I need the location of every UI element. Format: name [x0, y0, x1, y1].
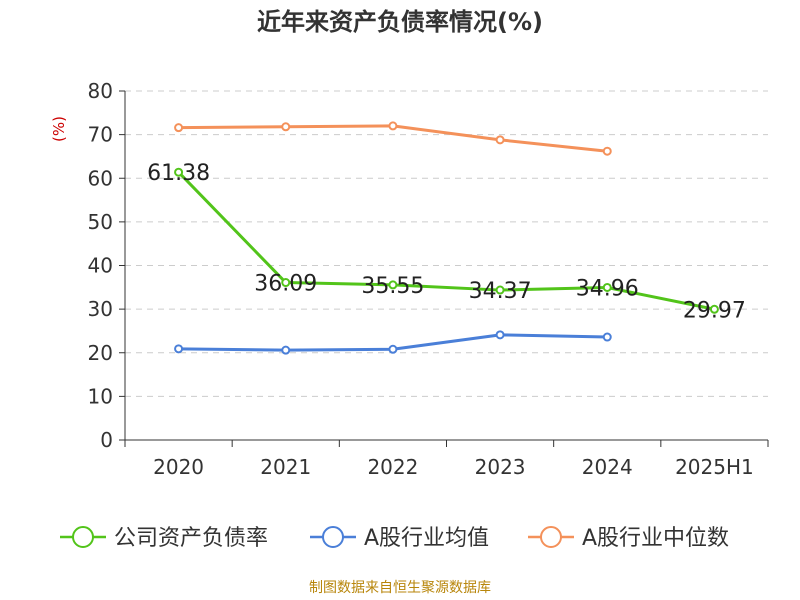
y-tick-label: 0 — [100, 428, 113, 452]
y-axis-unit: (%) — [50, 116, 68, 142]
series-point-2 — [388, 121, 398, 131]
legend-label: A股行业中位数 — [582, 526, 729, 551]
series-point-1 — [281, 345, 291, 355]
data-label: 34.96 — [576, 276, 639, 301]
legend-swatch-marker — [72, 526, 94, 548]
data-label: 34.37 — [469, 279, 532, 304]
series-point-2 — [495, 135, 505, 145]
data-label: 35.55 — [361, 274, 424, 299]
series-point-2 — [602, 146, 612, 156]
legend: 公司资产负债率 A股行业均值 A股行业中位数 — [60, 526, 729, 551]
series-point-0 — [281, 278, 291, 288]
legend-label: 公司资产负债率 — [114, 526, 268, 551]
y-tick-label: 20 — [88, 341, 113, 365]
series-point-0 — [495, 285, 505, 295]
x-tick-label: 2020 — [153, 455, 204, 479]
series-point-0 — [388, 280, 398, 290]
y-tick-label: 70 — [88, 123, 113, 147]
data-label: 61.38 — [147, 161, 210, 186]
y-tick-label: 10 — [88, 384, 113, 408]
series-point-1 — [495, 330, 505, 340]
y-tick-label: 80 — [88, 79, 113, 103]
series-point-0 — [602, 282, 612, 292]
legend-label: A股行业均值 — [364, 526, 489, 551]
series-point-1 — [388, 344, 398, 354]
series-point-1 — [602, 332, 612, 342]
data-label: 36.09 — [254, 272, 317, 297]
x-tick-label: 2025H1 — [675, 455, 754, 479]
legend-swatch-marker — [540, 526, 562, 548]
series-point-2 — [281, 122, 291, 132]
legend-swatch-marker — [322, 526, 344, 548]
x-tick-label: 2021 — [260, 455, 311, 479]
legend-item-2[interactable]: A股行业中位数 — [528, 526, 729, 551]
y-tick-label: 30 — [88, 297, 113, 321]
series-line-0 — [177, 171, 715, 311]
data-label: 29.97 — [683, 298, 746, 323]
x-tick-label: 2022 — [367, 455, 418, 479]
series-point-2 — [174, 123, 184, 133]
y-tick-label: 50 — [88, 210, 113, 234]
series-point-1 — [174, 344, 184, 354]
y-tick-label: 60 — [88, 166, 113, 190]
series-lines — [174, 121, 719, 355]
grid-lines — [125, 90, 768, 397]
data-labels: 61.38 36.09 35.55 34.37 34.96 29.97 — [147, 161, 746, 323]
series-point-0 — [709, 304, 719, 314]
legend-item-0[interactable]: 公司资产负债率 — [60, 526, 268, 551]
legend-item-1[interactable]: A股行业均值 — [310, 526, 489, 551]
data-source-note: 制图数据来自恒生聚源数据库 — [309, 580, 491, 596]
y-tick-label: 40 — [88, 254, 113, 278]
axes: 0 10 20 30 40 50 60 70 80 2020 2021 2022 2023 2024 202… — [50, 79, 769, 479]
series-point-0 — [174, 167, 184, 177]
x-tick-label: 2023 — [475, 455, 526, 479]
chart-title: 近年来资产负债率情况(%) — [257, 8, 543, 36]
x-tick-label: 2024 — [582, 455, 633, 479]
